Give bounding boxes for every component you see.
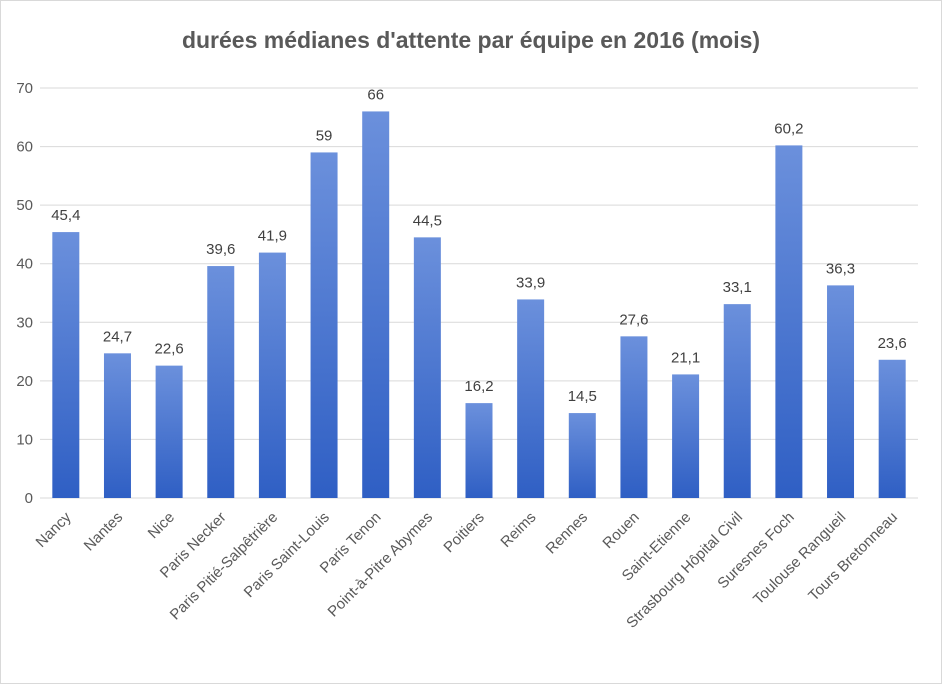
bar	[620, 336, 648, 498]
y-tick-label: 60	[16, 139, 33, 156]
bar	[413, 237, 441, 498]
category-label: Nantes	[81, 509, 127, 555]
bar	[775, 145, 803, 498]
bar	[465, 403, 493, 498]
data-label: 44,5	[413, 212, 442, 229]
y-tick-label: 20	[16, 373, 33, 390]
category-label: Rouen	[599, 509, 642, 552]
bar	[878, 359, 906, 498]
bar	[207, 266, 235, 498]
category-label: Rennes	[543, 509, 592, 558]
category-label: Poitiers	[440, 509, 487, 556]
y-axis-ticks: 0 10 20 30 40 50 60 70	[16, 80, 33, 507]
y-tick-label: 30	[16, 314, 33, 331]
bar	[362, 111, 390, 498]
bar	[103, 353, 131, 498]
category-label: Toulouse Rangueil	[750, 509, 849, 608]
category-label: Reims	[497, 509, 539, 551]
data-label: 60,2	[774, 120, 803, 137]
data-label: 39,6	[206, 241, 235, 258]
data-label: 59	[316, 127, 333, 144]
category-label: Tours Bretonneau	[805, 509, 901, 605]
bar	[52, 232, 80, 499]
bar	[517, 299, 545, 498]
data-label: 16,2	[464, 378, 493, 395]
y-tick-label: 0	[25, 490, 33, 507]
bar	[827, 285, 855, 498]
data-label: 27,6	[619, 311, 648, 328]
data-label: 33,1	[723, 279, 752, 296]
data-label: 66	[367, 86, 384, 103]
data-label: 36,3	[826, 260, 855, 277]
data-label: 22,6	[155, 341, 184, 358]
category-label: Nice	[145, 509, 178, 542]
bars	[52, 111, 906, 499]
data-label: 24,7	[103, 328, 132, 345]
category-label: Point-à-Pitre Abymes	[325, 509, 437, 621]
bar	[672, 374, 700, 498]
category-label: Nancy	[33, 508, 75, 550]
data-labels: 45,4 24,7 22,6 39,6 41,9 59 66 44,5 16,2 33,9 14,5…	[51, 86, 907, 405]
y-tick-label: 70	[16, 80, 33, 97]
data-label: 33,9	[516, 274, 545, 291]
data-label: 45,4	[51, 207, 80, 224]
data-label: 14,5	[568, 388, 597, 405]
y-tick-label: 10	[16, 431, 33, 448]
gridlines	[40, 87, 918, 499]
chart-title: durées médianes d'attente par équipe en …	[181, 27, 761, 53]
bar	[568, 413, 596, 498]
data-label: 41,9	[258, 228, 287, 245]
y-tick-label: 40	[16, 256, 33, 273]
data-label: 23,6	[878, 335, 907, 352]
bar	[155, 365, 183, 498]
bar	[258, 252, 286, 498]
y-tick-label: 50	[16, 197, 33, 214]
data-label: 21,1	[671, 349, 700, 366]
bar	[310, 152, 338, 498]
bar	[723, 304, 751, 498]
